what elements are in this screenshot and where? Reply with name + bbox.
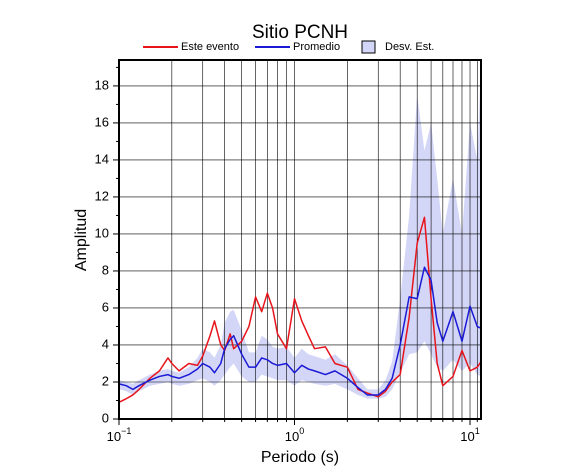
x-tick-label: 100 (285, 426, 304, 444)
legend-label: Promedio (293, 41, 340, 53)
y-tick-label: 18 (95, 77, 109, 92)
y-tick-label: 6 (102, 299, 109, 314)
y-tick-label: 14 (95, 151, 109, 166)
series-line (118, 266, 482, 396)
x-tick-base: 10 (460, 429, 474, 444)
series-line (118, 216, 482, 404)
x-axis-label: Periodo (s) (261, 449, 339, 466)
x-tick-label: 101 (460, 426, 479, 444)
legend-swatch (361, 40, 376, 54)
x-tick-exp: −1 (121, 426, 131, 436)
y-axis-label: Amplitud (73, 209, 90, 271)
y-tick-label: 10 (95, 225, 109, 240)
std-band (119, 61, 481, 399)
y-tick-label: 2 (102, 373, 109, 388)
legend-label: Desv. Est. (385, 41, 434, 53)
y-tick-label: 8 (102, 262, 109, 277)
x-tick-base: 10 (285, 429, 299, 444)
legend-label: Este evento (181, 41, 239, 53)
y-tick-label: 12 (95, 188, 109, 203)
y-tick-label: 16 (95, 114, 109, 129)
x-tick-base: 10 (107, 429, 121, 444)
x-tick-exp: 1 (475, 426, 480, 436)
x-tick-label: 10−1 (107, 426, 132, 444)
y-tick-label: 4 (102, 336, 109, 351)
y-tick-label: 0 (102, 410, 109, 425)
chart-title: Sitio PCNH (252, 22, 348, 43)
plot-frame (118, 59, 482, 420)
x-tick-exp: 0 (299, 426, 304, 436)
